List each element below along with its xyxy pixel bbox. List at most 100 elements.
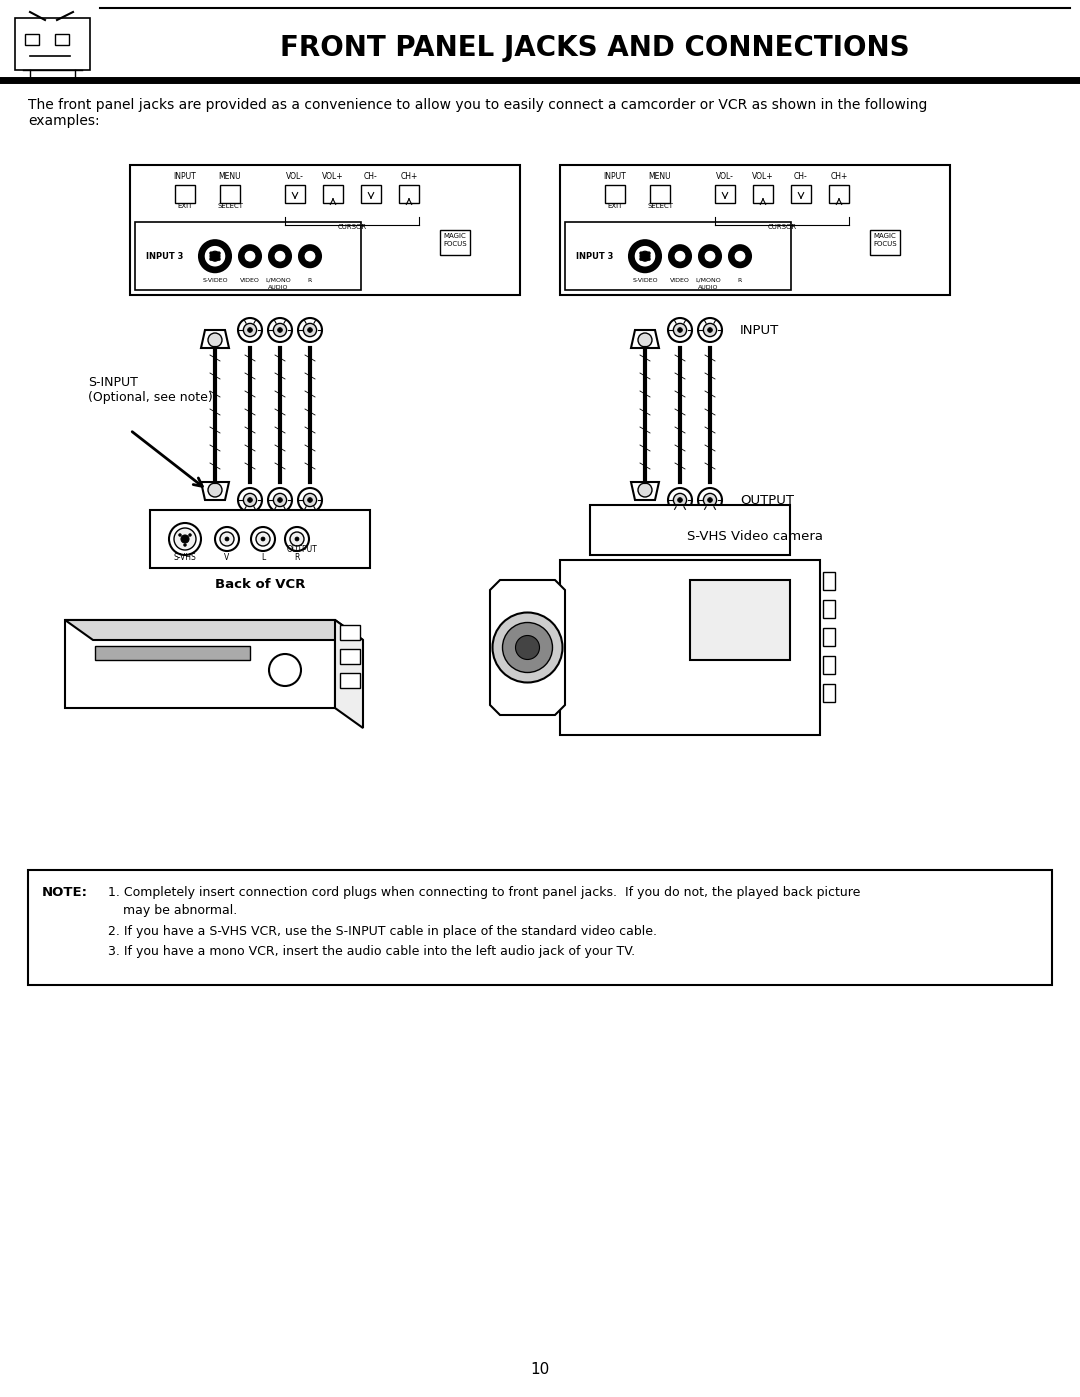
Text: VOL+: VOL+: [752, 172, 773, 182]
Bar: [823, 571, 835, 590]
Text: MAGIC: MAGIC: [874, 233, 896, 239]
Text: MENU: MENU: [649, 172, 672, 182]
Circle shape: [274, 250, 286, 263]
Circle shape: [308, 328, 312, 332]
Bar: [823, 657, 835, 673]
Text: 1. Completely insert connection cord plugs when connecting to front panel jacks.: 1. Completely insert connection cord plu…: [108, 886, 861, 900]
Bar: [323, 184, 343, 203]
Circle shape: [299, 246, 321, 267]
Bar: [823, 685, 835, 703]
Bar: [150, 510, 370, 569]
Text: S-VHS Video camera: S-VHS Video camera: [687, 529, 823, 543]
Circle shape: [629, 240, 661, 272]
Circle shape: [215, 527, 239, 550]
Circle shape: [707, 497, 713, 503]
Bar: [399, 184, 419, 203]
Circle shape: [273, 493, 286, 507]
Bar: [340, 673, 360, 687]
Text: L/MONO: L/MONO: [265, 278, 291, 284]
Circle shape: [269, 654, 301, 686]
Bar: [565, 222, 792, 291]
Circle shape: [291, 532, 303, 546]
Circle shape: [674, 493, 687, 507]
Polygon shape: [201, 330, 229, 348]
Circle shape: [298, 488, 322, 511]
Bar: [135, 222, 361, 291]
Circle shape: [268, 319, 292, 342]
Circle shape: [308, 497, 312, 503]
Bar: [561, 560, 820, 735]
Circle shape: [648, 251, 650, 254]
Circle shape: [303, 493, 316, 507]
Text: INPUT: INPUT: [604, 172, 626, 182]
Text: INPUT 3: INPUT 3: [146, 251, 184, 261]
Circle shape: [278, 497, 282, 503]
Text: SELECT: SELECT: [647, 203, 673, 210]
Circle shape: [247, 328, 253, 332]
Circle shape: [677, 328, 683, 332]
Bar: [561, 165, 950, 295]
Text: VOL-: VOL-: [286, 172, 303, 182]
Circle shape: [674, 250, 686, 263]
Circle shape: [217, 257, 220, 261]
Circle shape: [208, 332, 222, 346]
Circle shape: [295, 536, 299, 541]
Circle shape: [269, 246, 291, 267]
Text: EXIT: EXIT: [607, 203, 623, 210]
Circle shape: [239, 246, 261, 267]
Circle shape: [285, 527, 309, 550]
Bar: [175, 184, 195, 203]
Text: L: L: [261, 553, 265, 562]
Circle shape: [303, 323, 316, 337]
Circle shape: [707, 328, 713, 332]
Circle shape: [703, 493, 717, 507]
Bar: [340, 650, 360, 664]
Bar: [28, 870, 1052, 985]
Circle shape: [298, 319, 322, 342]
Text: CH+: CH+: [401, 172, 418, 182]
Circle shape: [243, 493, 257, 507]
Text: INPUT: INPUT: [174, 172, 197, 182]
Circle shape: [208, 483, 222, 497]
Circle shape: [256, 532, 270, 546]
Circle shape: [729, 246, 751, 267]
Circle shape: [638, 332, 652, 346]
Circle shape: [220, 532, 234, 546]
Polygon shape: [65, 620, 363, 640]
Circle shape: [210, 251, 213, 254]
Circle shape: [210, 257, 213, 261]
Text: INPUT 3: INPUT 3: [577, 251, 613, 261]
Circle shape: [704, 250, 716, 263]
Circle shape: [225, 536, 229, 541]
Polygon shape: [490, 580, 565, 715]
Circle shape: [703, 323, 717, 337]
Circle shape: [181, 535, 189, 543]
Bar: [25, 34, 39, 45]
Bar: [823, 599, 835, 617]
Text: S-VHS: S-VHS: [174, 553, 197, 562]
Bar: [361, 184, 381, 203]
Bar: [95, 645, 249, 659]
Bar: [605, 184, 625, 203]
Polygon shape: [335, 620, 363, 728]
Circle shape: [261, 536, 265, 541]
Circle shape: [247, 497, 253, 503]
Circle shape: [273, 323, 286, 337]
Bar: [823, 629, 835, 645]
Bar: [285, 184, 305, 203]
Text: Back of VCR: Back of VCR: [215, 578, 306, 591]
Bar: [791, 184, 811, 203]
Bar: [130, 165, 519, 295]
Text: AUDIO: AUDIO: [698, 285, 718, 291]
Bar: [715, 184, 735, 203]
Bar: [829, 184, 849, 203]
Text: L/MONO: L/MONO: [696, 278, 720, 284]
Text: R: R: [738, 278, 742, 284]
Circle shape: [640, 251, 650, 261]
Circle shape: [669, 246, 691, 267]
Circle shape: [698, 488, 723, 511]
Text: CURSOR: CURSOR: [337, 224, 366, 231]
Circle shape: [677, 497, 683, 503]
Circle shape: [634, 246, 656, 267]
Circle shape: [698, 319, 723, 342]
